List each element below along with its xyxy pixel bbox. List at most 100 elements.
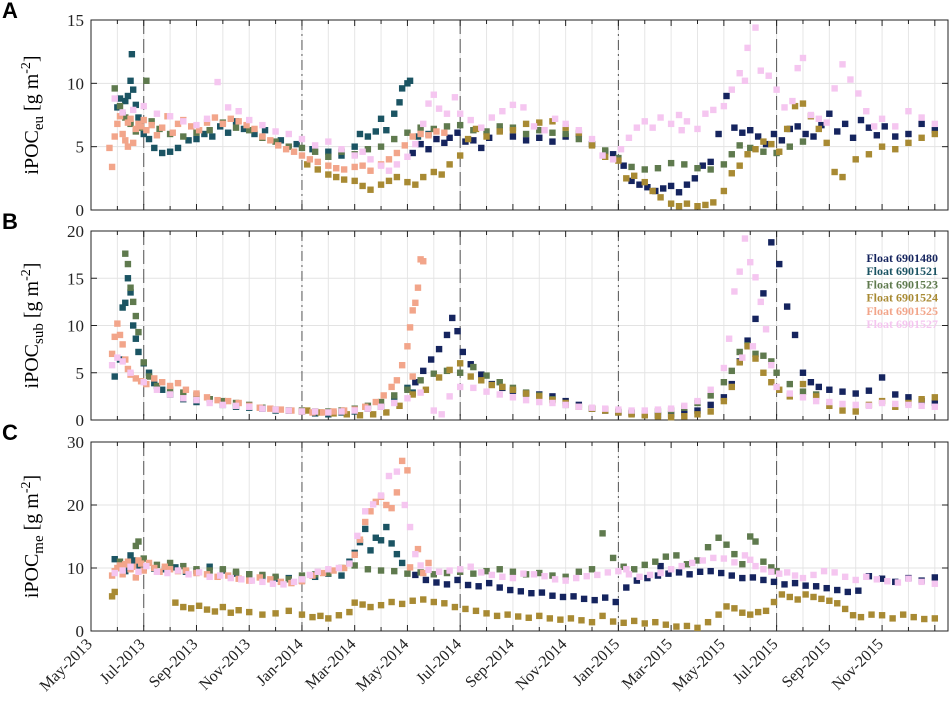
data-point: [921, 615, 928, 623]
data-point: [135, 328, 142, 336]
x-tick-label: Sep-2014: [462, 636, 517, 691]
data-point: [609, 554, 617, 562]
data-point: [739, 129, 746, 136]
data-point: [124, 558, 132, 565]
data-point: [644, 184, 651, 191]
data-point: [338, 408, 345, 415]
data-point: [525, 614, 532, 621]
data-point: [736, 162, 743, 169]
data-point: [739, 561, 746, 568]
data-point: [567, 615, 575, 622]
data-point: [325, 171, 332, 178]
data-point: [351, 163, 358, 171]
data-point: [401, 142, 408, 149]
data-point: [396, 99, 403, 106]
data-point: [802, 591, 809, 598]
data-point: [878, 143, 886, 150]
data-point: [773, 86, 780, 93]
axes-frame: [90, 19, 949, 211]
data-point: [694, 624, 701, 632]
data-point: [132, 101, 140, 109]
data-point: [454, 327, 461, 335]
data-point: [116, 331, 124, 339]
data-point: [462, 605, 469, 613]
data-point: [834, 128, 841, 135]
data-point: [114, 320, 121, 327]
data-point: [683, 181, 691, 188]
data-point: [166, 391, 174, 398]
series-float-6901480: [409, 92, 939, 196]
data-point: [602, 405, 609, 412]
data-point: [446, 161, 453, 168]
data-point: [831, 168, 838, 176]
x-tick-label: Jul-2015: [730, 636, 782, 688]
legend-entry: Float 6901523: [866, 277, 938, 291]
y-tick-label: 20: [67, 222, 84, 241]
data-point: [931, 403, 939, 410]
x-tick-label: May-2013: [37, 636, 96, 695]
data-point: [594, 571, 601, 579]
data-point: [438, 171, 445, 178]
ylabel-unit-close: ]: [21, 263, 43, 270]
data-point: [881, 123, 888, 130]
data-point: [768, 361, 775, 369]
y-axis-label: iPOCsub [g m-2]: [19, 263, 47, 389]
data-point: [536, 398, 543, 406]
data-point: [791, 331, 799, 339]
data-point: [931, 615, 939, 622]
data-point: [203, 115, 211, 122]
data-point: [425, 566, 432, 574]
data-point: [425, 146, 432, 153]
data-point: [325, 138, 332, 145]
x-tick-label: Jan-2015: [570, 636, 623, 689]
data-point: [757, 67, 764, 74]
data-point: [420, 173, 427, 181]
data-point: [456, 566, 464, 573]
data-point: [802, 130, 809, 138]
data-point: [306, 571, 314, 579]
data-point: [470, 384, 477, 392]
data-point: [285, 407, 292, 414]
data-point: [420, 569, 427, 577]
data-point: [470, 137, 477, 144]
data-point: [694, 557, 701, 564]
series-float-6901524: [108, 588, 939, 632]
data-point: [602, 147, 609, 154]
data-point: [810, 593, 817, 601]
data-point: [467, 373, 474, 380]
data-point: [723, 603, 730, 610]
data-point: [620, 162, 627, 169]
data-point: [153, 110, 161, 117]
data-point: [267, 137, 274, 144]
data-point: [615, 157, 622, 164]
data-point: [786, 380, 793, 388]
data-point: [878, 612, 886, 619]
data-point: [665, 570, 672, 577]
data-point: [325, 162, 332, 169]
data-point: [478, 377, 485, 384]
data-point: [441, 600, 448, 607]
data-point: [641, 561, 648, 569]
data-point: [219, 603, 227, 611]
data-point: [499, 573, 506, 581]
data-point: [435, 568, 443, 575]
data-point: [351, 143, 358, 150]
data-point: [211, 114, 219, 121]
data-point: [174, 379, 182, 387]
data-point: [551, 576, 559, 583]
data-point: [335, 564, 343, 572]
data-point: [496, 128, 503, 135]
data-point: [781, 581, 788, 588]
data-point: [905, 401, 912, 409]
data-point: [151, 375, 158, 382]
ylabel-subscript: me: [31, 535, 47, 554]
data-point: [377, 567, 385, 574]
ylabel-superscript: -2: [19, 62, 34, 74]
data-point: [441, 139, 448, 147]
data-point: [224, 397, 232, 405]
data-point: [325, 566, 332, 573]
data-point: [520, 104, 527, 111]
legend-entry: Float 6901525: [866, 304, 938, 318]
data-point: [728, 367, 735, 375]
data-point: [388, 383, 395, 391]
